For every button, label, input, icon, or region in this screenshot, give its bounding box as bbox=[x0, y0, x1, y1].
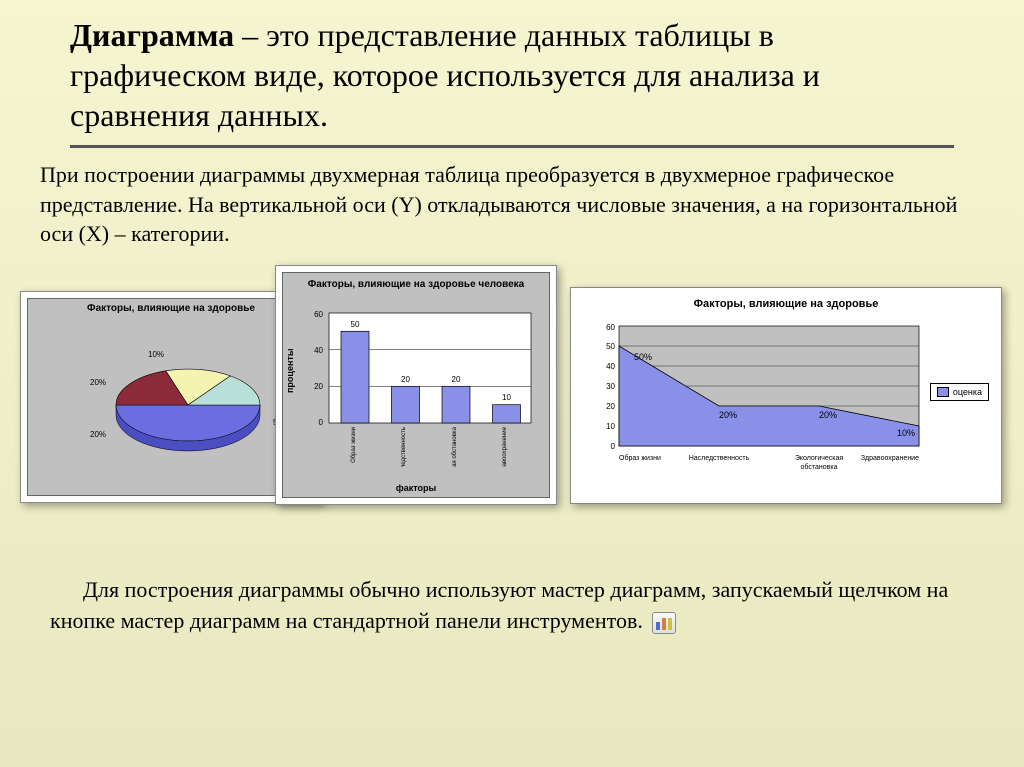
svg-text:60: 60 bbox=[314, 310, 323, 319]
svg-text:20: 20 bbox=[452, 375, 461, 384]
svg-text:20: 20 bbox=[314, 382, 323, 391]
bar-xlabel: факторы bbox=[283, 483, 549, 493]
svg-text:Здравоохранение: Здравоохранение bbox=[502, 426, 508, 467]
footer-paragraph: Для построения диаграммы обычно использу… bbox=[0, 525, 1024, 637]
svg-text:50%: 50% bbox=[634, 352, 652, 362]
description-text: При построении диаграммы двухмерная табл… bbox=[0, 148, 1024, 257]
title-bold: Диаграмма bbox=[70, 17, 234, 53]
area-chart-svg: 0 10 20 30 40 50 60 50% 20% 20% 10% Обра… bbox=[579, 318, 934, 488]
svg-text:0: 0 bbox=[611, 442, 616, 451]
charts-row: Факторы, влияющие на здоровье 50% 20% 20… bbox=[0, 265, 1024, 525]
area-chart-title: Факторы, влияющие на здоровье bbox=[571, 288, 1001, 314]
svg-text:Наследственность: Наследственность bbox=[689, 455, 750, 462]
svg-text:50: 50 bbox=[606, 342, 615, 351]
svg-text:обстановка: обстановка bbox=[801, 463, 838, 471]
svg-text:50: 50 bbox=[351, 320, 360, 329]
pie-label-20b: 20% bbox=[90, 378, 106, 387]
svg-text:10%: 10% bbox=[897, 428, 915, 438]
svg-text:10: 10 bbox=[502, 393, 511, 402]
footer-text: Для построения диаграммы обычно использу… bbox=[50, 577, 948, 633]
bar-1: 50 bbox=[341, 320, 369, 423]
pie-chart-svg: 50% 20% 20% 10% bbox=[28, 325, 314, 490]
bar-chart-svg: 0 20 40 60 50 20 20 bbox=[283, 307, 549, 467]
svg-text:30: 30 bbox=[606, 382, 615, 391]
svg-text:10: 10 bbox=[606, 422, 615, 431]
svg-text:0: 0 bbox=[319, 418, 324, 427]
pie-label-20a: 20% bbox=[90, 430, 106, 439]
svg-text:Наследственность: Наследственность bbox=[401, 427, 407, 467]
pie-chart-title: Факторы, влияющие на здоровье bbox=[28, 299, 314, 318]
page-title: Диаграмма – это представление данных таб… bbox=[0, 0, 1024, 145]
svg-text:Образ жизни: Образ жизни bbox=[351, 427, 357, 463]
svg-text:60: 60 bbox=[606, 323, 615, 332]
svg-text:Здравоохранение: Здравоохранение bbox=[861, 455, 919, 462]
svg-text:Экологическая: Экологическая bbox=[795, 455, 844, 462]
bar-chart-title: Факторы, влияющие на здоровье человека bbox=[283, 273, 549, 296]
svg-text:40: 40 bbox=[314, 346, 323, 355]
svg-text:20: 20 bbox=[401, 375, 410, 384]
svg-text:20: 20 bbox=[606, 402, 615, 411]
area-legend: оценка bbox=[930, 383, 989, 401]
bar-chart-panel: Факторы, влияющие на здоровье человека п… bbox=[275, 265, 557, 505]
legend-label: оценка bbox=[953, 387, 982, 397]
legend-swatch bbox=[937, 387, 949, 397]
pie-label-10: 10% bbox=[148, 350, 164, 359]
svg-text:Экологическая обстановка: Экологическая обстановка bbox=[452, 426, 458, 467]
area-chart-panel: Факторы, влияющие на здоровье 0 10 20 30… bbox=[570, 287, 1002, 504]
svg-text:20%: 20% bbox=[719, 410, 737, 420]
svg-text:40: 40 bbox=[606, 362, 615, 371]
svg-text:20%: 20% bbox=[819, 410, 837, 420]
chart-wizard-icon[interactable] bbox=[652, 612, 676, 634]
svg-text:Образ жизни: Образ жизни bbox=[619, 454, 661, 462]
